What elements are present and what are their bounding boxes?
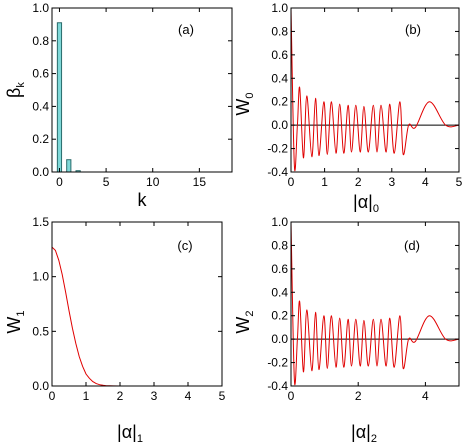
y-tick-label-c-2: 1.0 [32, 270, 49, 284]
plot-frame-c [51, 221, 223, 387]
x-tick-label-c-2: 2 [117, 389, 124, 403]
panel-d: 0 2 4-0.4-0.20.00.20.40.60.81.0(d)|α|2W2 [233, 215, 460, 442]
y-axis-label-d: W2 [233, 310, 256, 333]
y-axis-label-c-main: W [4, 317, 24, 334]
y-tick-label-b-7: 1.0 [271, 1, 288, 15]
x-tick-label-b-4: 4 [422, 175, 429, 189]
y-tick-label-b-2: 0.0 [271, 118, 288, 132]
series-line-b [291, 8, 459, 171]
y-tick-label-d-1: -0.2 [267, 356, 288, 370]
y-tick-label-d-2: 0.0 [271, 332, 288, 346]
y-axis-label-c-subscript: 1 [15, 310, 27, 316]
x-axis-label-c-main: |α| [117, 422, 137, 442]
x-axis-label-d-main: |α| [351, 422, 371, 442]
x-tick-label-c-0: 0 [49, 389, 56, 403]
y-axis-label-b: W0 [233, 92, 256, 115]
x-axis-label-a: k [138, 190, 148, 210]
x-tick-label-d-2: 4 [422, 389, 429, 403]
x-tick-label-b-1: 1 [321, 175, 328, 189]
x-tick-label-b-5: 5 [456, 175, 463, 189]
x-tick-label-b-0: 0 [288, 175, 295, 189]
x-tick-label-b-3: 3 [388, 175, 395, 189]
bar-k1 [66, 159, 72, 173]
y-tick-label-d-4: 0.4 [271, 285, 288, 299]
y-tick-label-d-6: 0.8 [271, 238, 288, 252]
y-axis-label-d-main: W [233, 317, 253, 334]
plot-frame-a [51, 7, 233, 173]
y-tick-label-c-3: 1.5 [32, 215, 49, 229]
plot-frame-d [290, 221, 460, 387]
y-axis-label-a-main: β [4, 88, 24, 98]
panel-a: 0 5 10 150.00.20.40.60.81.0(a)kβk [4, 1, 233, 210]
y-tick-label-c-0: 0.0 [32, 379, 49, 393]
panel-label-a: (a) [178, 22, 194, 37]
x-axis-label-d-subscript: 2 [371, 433, 377, 442]
x-tick-label-c-1: 1 [83, 389, 90, 403]
y-tick-label-c-1: 0.5 [32, 324, 49, 338]
x-axis-label-d: |α|2 [351, 422, 377, 442]
x-tick-label-d-0: 0 [288, 389, 295, 403]
panel-label-d: (d) [404, 238, 420, 253]
x-tick-label-c-5: 5 [219, 389, 226, 403]
series-line-d [291, 222, 459, 385]
y-tick-label-d-0: -0.4 [267, 379, 288, 393]
y-axis-label-a-subscript: k [15, 82, 27, 88]
y-tick-label-b-6: 0.8 [271, 24, 288, 38]
x-tick-label-c-3: 3 [151, 389, 158, 403]
panel-c: 0 1 2 3 4 50.00.51.01.5(c)|α|1W1 [4, 215, 226, 442]
y-tick-label-b-1: -0.2 [267, 142, 288, 156]
y-tick-label-a-3: 0.6 [32, 67, 49, 81]
bar-k0 [56, 22, 63, 173]
x-tick-label-a-1: 5 [103, 175, 110, 189]
y-axis-label-b-main: W [233, 99, 253, 116]
y-axis-label-c: W1 [4, 310, 27, 333]
x-axis-label-b: |α|0 [353, 192, 379, 215]
y-axis-label-b-subscript: 0 [244, 92, 256, 98]
y-tick-label-a-1: 0.2 [32, 132, 49, 146]
y-tick-label-a-4: 0.8 [32, 34, 49, 48]
panel-label-c: (c) [177, 238, 192, 253]
plot-frame-b [290, 7, 460, 173]
y-tick-label-b-5: 0.6 [271, 48, 288, 62]
y-tick-label-a-0: 0.0 [32, 165, 49, 179]
x-tick-label-a-3: 15 [193, 175, 207, 189]
y-tick-label-b-4: 0.4 [271, 71, 288, 85]
y-tick-label-d-3: 0.2 [271, 309, 288, 323]
x-axis-label-b-subscript: 0 [373, 203, 379, 215]
x-tick-label-a-0: 0 [56, 175, 63, 189]
panel-b: 0 1 2 3 4 5-0.4-0.20.00.20.40.60.81.0(b)|α|0W… [233, 1, 463, 215]
x-axis-label-c: |α|1 [117, 422, 143, 442]
x-tick-label-c-4: 4 [185, 389, 192, 403]
x-axis-label-c-subscript: 1 [137, 433, 143, 442]
x-axis-label-b-main: |α| [353, 192, 373, 212]
y-tick-label-d-5: 0.6 [271, 262, 288, 276]
panel-label-b: (b) [405, 22, 421, 37]
y-axis-label-a: βk [4, 82, 27, 98]
y-tick-label-a-5: 1.0 [32, 1, 49, 15]
y-tick-label-a-2: 0.4 [32, 99, 49, 113]
y-axis-label-d-subscript: 2 [244, 310, 256, 316]
y-tick-label-d-7: 1.0 [271, 215, 288, 229]
x-tick-label-b-2: 2 [355, 175, 362, 189]
x-tick-label-d-1: 2 [355, 389, 362, 403]
series-line-c [52, 246, 222, 386]
x-tick-label-a-2: 10 [146, 175, 160, 189]
x-axis-label-a-main: k [138, 190, 148, 210]
y-tick-label-b-0: -0.4 [267, 165, 288, 179]
y-tick-label-b-3: 0.2 [271, 95, 288, 109]
